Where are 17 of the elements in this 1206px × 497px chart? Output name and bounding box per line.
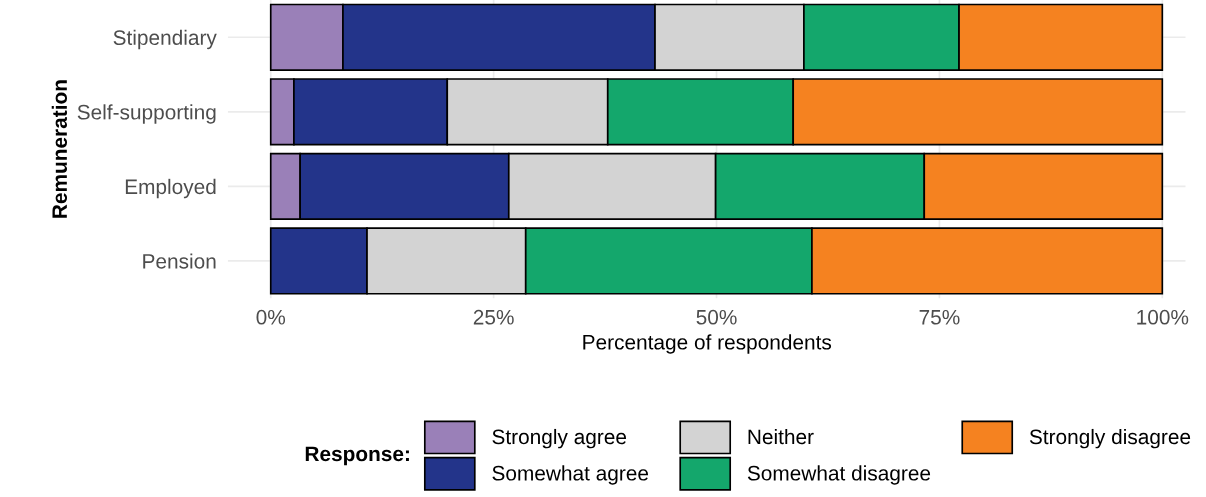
y-tick-label: Pension — [143, 253, 216, 269]
y-tick-label: Employed — [125, 178, 216, 199]
x-tick-label: 25% — [473, 309, 514, 325]
legend-label: Neither — [748, 428, 814, 445]
x-tick-label: 100% — [1137, 309, 1189, 325]
x-tick-label: 0% — [256, 309, 286, 325]
legend-label: Strongly disagree — [1029, 428, 1191, 449]
y-axis-title: Remuneration — [51, 80, 68, 218]
y-tick-label: Self-supporting — [77, 104, 216, 124]
x-tick-label: 75% — [919, 309, 960, 325]
x-axis-title: Percentage of respondents — [583, 334, 832, 354]
legend-label: Strongly agree — [492, 428, 627, 449]
y-tick-label: Stipendiary — [113, 29, 217, 50]
legend-label: Somewhat disagree — [747, 465, 931, 485]
legend-title: Response: — [305, 446, 409, 466]
legend-label: Somewhat agree — [492, 465, 649, 485]
x-tick-label: 50% — [696, 309, 737, 325]
